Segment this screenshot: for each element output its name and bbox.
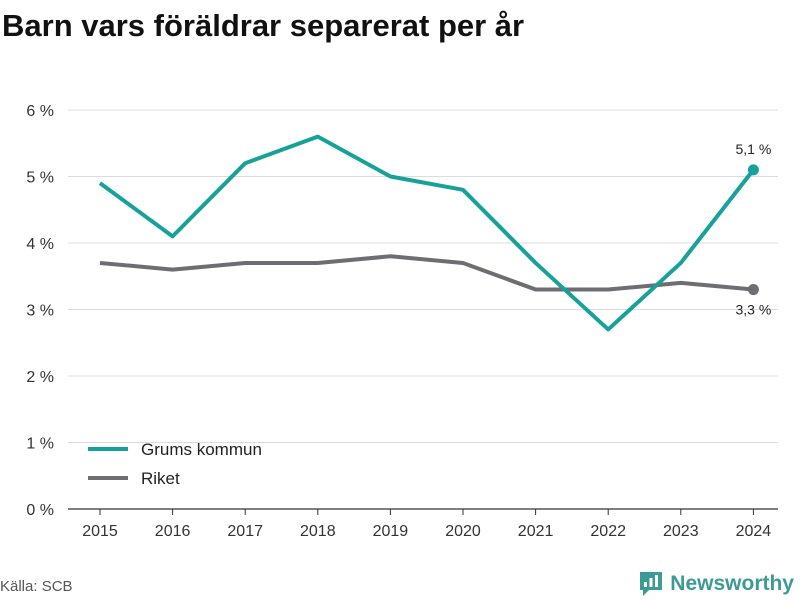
x-tick-label: 2015	[82, 523, 118, 540]
x-tick-label: 2022	[590, 523, 626, 540]
end-value-label-0: 5,1 %	[735, 141, 771, 157]
gridlines	[68, 109, 778, 443]
y-tick-label: 6 %	[26, 103, 54, 120]
x-tick-label: 2016	[155, 523, 191, 540]
series-line-1	[99, 254, 754, 292]
series-line-0	[98, 134, 755, 332]
x-tick-label: 2023	[663, 523, 699, 540]
x-tick-label: 2017	[227, 523, 263, 540]
x-tick-label: 2018	[300, 523, 336, 540]
brand-name: Newsworthy	[670, 572, 794, 595]
y-tick-label: 2 %	[26, 369, 54, 386]
newsworthy-logo-icon	[640, 572, 663, 596]
y-tick-label: 0 %	[26, 502, 54, 519]
end-labels: 5,1 % 3,3 %	[735, 141, 771, 318]
chart-title: Barn vars föräldrar separerat per år	[2, 8, 525, 43]
legend-label-0: Grums kommun	[141, 440, 262, 459]
end-value-label-1: 3,3 %	[735, 302, 771, 318]
x-tick-label: 2024	[736, 523, 772, 540]
axes: 0 % 1 % 2 % 3 % 4 % 5 % 6 % 2015 2016 2017 2018 201…	[26, 103, 778, 540]
x-tick-label: 2020	[445, 523, 481, 540]
y-tick-label: 4 %	[26, 236, 54, 253]
source-note: Källa: SCB	[0, 578, 73, 595]
x-tick-label: 2019	[373, 523, 409, 540]
x-tick-label: 2021	[518, 523, 554, 540]
series-end-point-1	[747, 284, 759, 296]
legend: Grums kommun Riket	[88, 440, 262, 488]
y-tick-label: 3 %	[26, 303, 54, 320]
y-tick-label: 1 %	[26, 436, 54, 453]
legend-label-1: Riket	[141, 469, 180, 488]
y-tick-label: 5 %	[26, 170, 54, 187]
brand-logo: Newsworthy	[638, 570, 794, 598]
series-layer	[98, 134, 759, 332]
series-end-point-0	[747, 164, 759, 176]
